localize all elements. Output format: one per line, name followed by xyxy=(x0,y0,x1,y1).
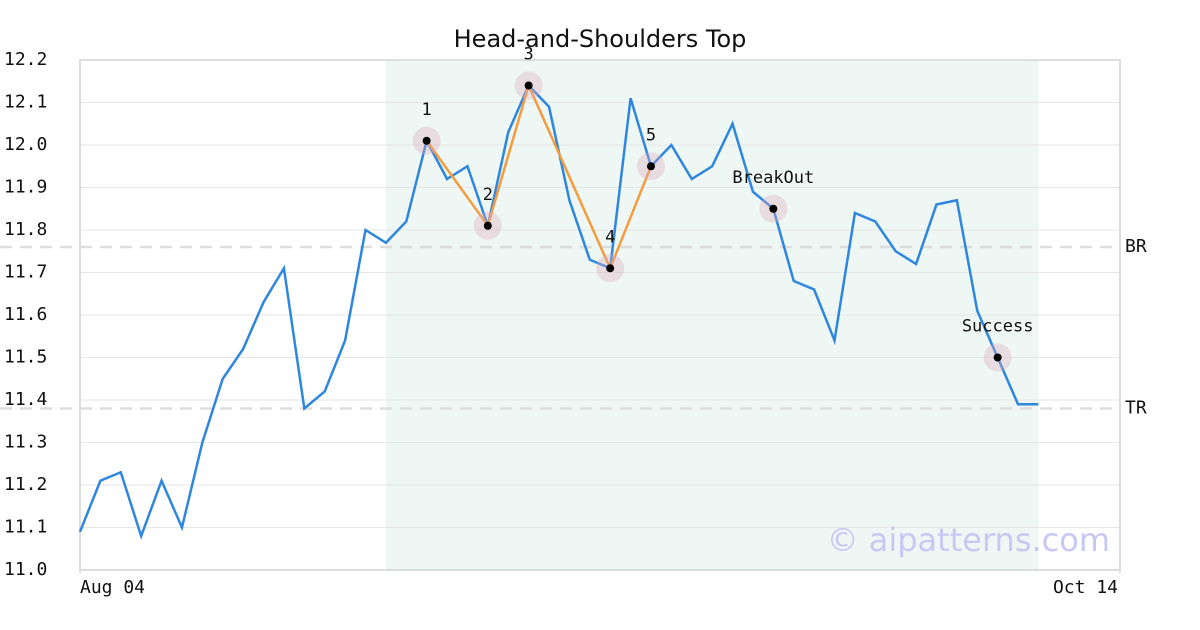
x-tick-label: Aug 04 xyxy=(80,577,145,598)
y-tick-label: 11.3 xyxy=(4,432,47,453)
pattern-point-label: 1 xyxy=(422,100,432,120)
pattern-point-label: 3 xyxy=(524,45,534,65)
level-label: TR xyxy=(1125,398,1147,419)
pattern-point-label: 5 xyxy=(646,125,656,145)
pattern-point xyxy=(606,264,615,273)
x-tick-label: Oct 14 xyxy=(1053,577,1118,598)
plot-frame xyxy=(79,59,1121,571)
y-tick-label: 12.2 xyxy=(4,49,47,70)
y-tick-label: 12.1 xyxy=(4,92,47,113)
level-label: BR xyxy=(1125,236,1147,257)
y-tick-label: 12.0 xyxy=(4,134,47,155)
pattern-point xyxy=(524,81,533,90)
chart-title: Head-and-Shoulders Top xyxy=(454,25,747,53)
watermark: © aipatterns.com xyxy=(827,521,1110,559)
y-tick-label: 11.5 xyxy=(4,347,47,368)
y-tick-label: 11.9 xyxy=(4,177,47,198)
y-tick-label: 11.6 xyxy=(4,304,47,325)
pattern-point-label: Success xyxy=(962,317,1034,337)
y-tick-label: 11.4 xyxy=(4,389,47,410)
y-tick-label: 11.1 xyxy=(4,517,47,538)
y-tick-label: 11.7 xyxy=(4,262,47,283)
pattern-point xyxy=(769,204,778,213)
pattern-point xyxy=(422,136,431,145)
y-tick-label: 11.0 xyxy=(4,559,47,580)
pattern-point-label: 2 xyxy=(483,185,493,205)
y-tick-label: 11.8 xyxy=(4,219,47,240)
pattern-point xyxy=(646,162,655,171)
pattern-point xyxy=(483,221,492,230)
pattern-point xyxy=(993,353,1002,362)
pattern-point-label: 4 xyxy=(605,227,615,247)
pattern-point-label: BreakOut xyxy=(732,168,814,188)
y-tick-label: 11.2 xyxy=(4,474,47,495)
